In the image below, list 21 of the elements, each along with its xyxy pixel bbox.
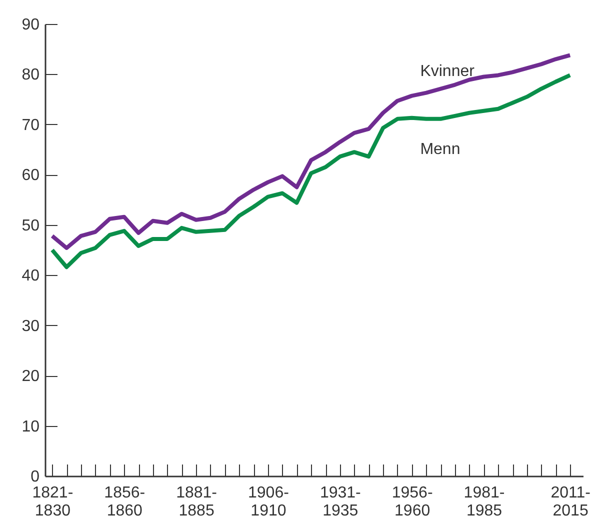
y-tick-label: 70 xyxy=(22,116,40,134)
y-tick-label: 90 xyxy=(22,16,40,34)
y-tick-label: 60 xyxy=(22,167,40,184)
x-tick-label: 1981- 1985 xyxy=(464,484,505,520)
series-label: Menn xyxy=(420,140,460,158)
y-tick-label: 50 xyxy=(22,217,40,234)
series-label: Kvinner xyxy=(420,62,476,80)
y-tick-label: 80 xyxy=(22,66,40,84)
x-tick-label: 1881- 1885 xyxy=(176,484,218,520)
x-tick-label: 1821- 1830 xyxy=(32,484,74,520)
x-tick-label: 2011- 2015 xyxy=(550,484,590,520)
line-series xyxy=(50,53,572,250)
x-tick-label: 1856- 1860 xyxy=(104,484,146,520)
y-tick-label: 0 xyxy=(30,468,40,486)
x-tick-label: 1906- 1910 xyxy=(248,484,289,520)
y-tick-label: 30 xyxy=(22,318,40,335)
y-tick-label: 40 xyxy=(22,268,40,285)
y-tick-label: 20 xyxy=(22,368,40,386)
x-tick-label: 1931- 1935 xyxy=(320,484,361,520)
x-tick-label: 1956- 1960 xyxy=(392,484,433,520)
y-tick-label: 10 xyxy=(22,418,40,436)
